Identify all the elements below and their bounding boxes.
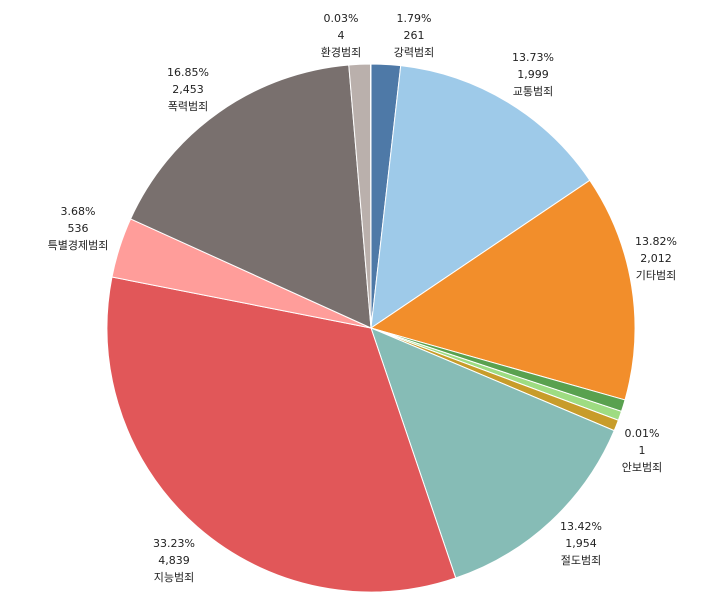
slice-value-label: 1,999 [517,68,549,81]
slice-name-label: 기타범죄 [636,269,676,282]
slice-name-label: 절도범죄 [561,554,601,567]
slice-percent-label: 13.73% [512,51,554,64]
slice-name-label: 지능범죄 [154,571,194,584]
slice-name-label: 강력범죄 [394,46,434,59]
pie-slice-2 [369,179,636,401]
pie-slice-1 [370,65,591,330]
pie-slice-7 [370,327,615,579]
slice-percent-label: 0.01% [625,427,660,440]
slice-name-label: 교통범죄 [513,85,553,98]
slice-label-12: 0.03% 4 환경범죄 [321,12,361,59]
slice-value-label: 2,453 [172,83,204,96]
slice-percent-label: 1.79% [397,12,432,25]
slice-label-1: 13.73% 1,999 교통범죄 [512,51,554,98]
slice-percent-label: 16.85% [167,66,209,79]
slice-label-8: 33.23% 4,839 지능범죄 [153,537,195,584]
slice-value-label: 4,839 [158,554,190,567]
slice-label-7: 13.42% 1,954 절도범죄 [560,520,602,567]
slice-name-label: 폭력범죄 [168,100,208,113]
pie-slice-10 [129,64,372,329]
slice-value-label: 2,012 [640,252,672,265]
slice-percent-label: 33.23% [153,537,195,550]
slice-name-label: 특별경제범죄 [48,239,109,252]
slice-percent-label: 13.42% [560,520,602,533]
slice-label-9: 3.68% 536 특별경제범죄 [48,205,109,252]
slice-name-label: 안보범죄 [622,461,662,474]
slice-percent-label: 13.82% [635,235,677,248]
slice-percent-label: 3.68% [61,205,96,218]
slice-value-label: 536 [68,222,89,235]
slice-value-label: 1 [639,444,646,457]
pie-slice-8 [106,276,457,593]
slice-value-label: 1,954 [565,537,597,550]
slice-label-5: 0.01% 1 안보범죄 [622,427,662,474]
slice-value-label: 261 [404,29,425,42]
slice-label-0: 1.79% 261 강력범죄 [394,12,434,59]
slice-percent-label: 0.03% [324,12,359,25]
slice-label-10: 16.85% 2,453 폭력범죄 [167,66,209,113]
slice-value-label: 4 [338,29,345,42]
slice-label-2: 13.82% 2,012 기타범죄 [635,235,677,282]
slice-name-label: 환경범죄 [321,46,361,59]
